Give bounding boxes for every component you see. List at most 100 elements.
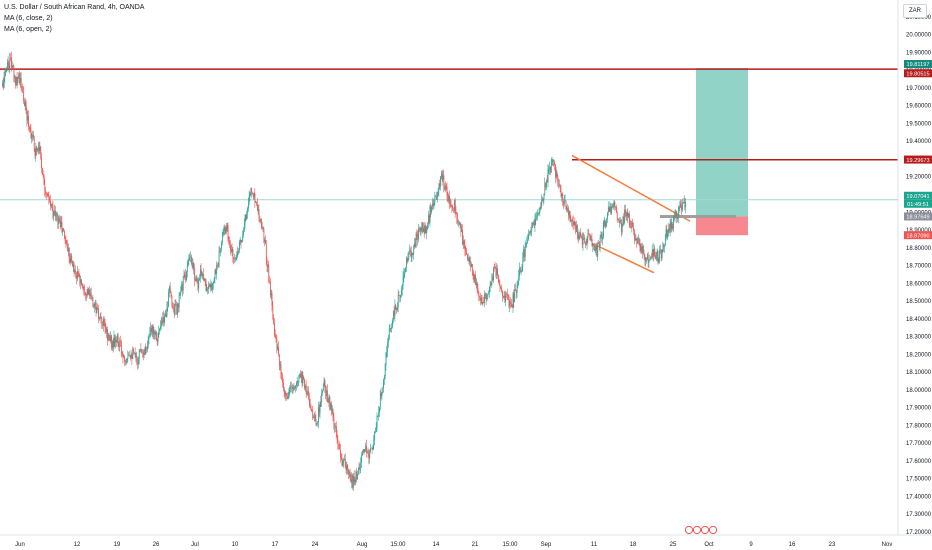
candle-body: [345, 466, 347, 470]
price-tick-label: 17.80000: [906, 423, 932, 429]
indicator-ma-close[interactable]: MA (6, close, 2): [4, 15, 53, 22]
candle-body: [397, 294, 399, 308]
candle-body: [146, 349, 148, 351]
candle-body: [151, 325, 153, 333]
candle-body: [524, 249, 525, 258]
candle-body: [191, 256, 192, 264]
candle-body: [128, 354, 130, 356]
candle-body: [46, 194, 48, 195]
candle-body: [579, 232, 581, 236]
candle-body: [131, 354, 133, 360]
candle-body: [640, 246, 642, 251]
candle-body: [218, 252, 220, 267]
candle-body: [296, 381, 298, 383]
stop-zone[interactable]: [696, 216, 748, 236]
candle-body: [362, 451, 363, 456]
candle-body: [614, 201, 616, 207]
candle-body: [133, 349, 135, 353]
candle-body: [462, 229, 463, 245]
candle-body: [48, 195, 50, 200]
candle-body: [679, 203, 681, 208]
price-tag-text: 19.29673: [906, 158, 929, 164]
candle-body: [288, 388, 290, 397]
candle-body: [495, 267, 497, 275]
candle-body: [304, 379, 306, 389]
entry-line[interactable]: [660, 215, 736, 219]
time-tick-label: 16: [789, 542, 796, 548]
symbol-title[interactable]: U.S. Dollar / South African Rand, 4h, OA…: [4, 4, 145, 11]
candle-body: [537, 212, 538, 217]
event-icon[interactable]: [692, 525, 702, 535]
candle-body: [213, 278, 215, 283]
candle-body: [193, 268, 195, 270]
candle-body: [506, 293, 507, 295]
candle-body: [15, 77, 17, 86]
candle-body: [581, 237, 583, 245]
candle-body: [398, 294, 400, 296]
candle-body: [441, 174, 443, 180]
candle-body: [517, 280, 519, 286]
candle-body: [172, 305, 174, 308]
candle-body: [634, 238, 636, 241]
candle-body: [105, 327, 107, 333]
candle-body: [385, 352, 387, 365]
candle-body: [322, 391, 323, 393]
currency-badge[interactable]: ZAR: [903, 4, 927, 18]
candle-body: [113, 336, 115, 348]
candle-body: [671, 224, 673, 229]
candle-body: [117, 335, 119, 347]
candle-body: [475, 274, 477, 286]
candle-body: [17, 77, 19, 83]
candle-body: [322, 386, 324, 392]
candle-body: [522, 257, 524, 267]
candle-body: [616, 212, 618, 220]
channel-lower-line[interactable]: [593, 243, 655, 274]
candle-body: [308, 391, 310, 399]
candle-body: [500, 287, 502, 289]
price-tag-countdown: [904, 199, 932, 208]
candle-body: [46, 194, 47, 195]
candle-body: [225, 226, 227, 234]
candle-body: [334, 426, 336, 428]
candle-body: [41, 157, 43, 169]
candle-body: [344, 459, 345, 460]
candle-body: [2, 83, 3, 87]
candle-body: [154, 331, 156, 336]
time-tick-label: Sep: [541, 542, 552, 548]
candle-body: [532, 222, 534, 229]
candle-body: [365, 445, 367, 450]
candle-body: [222, 230, 224, 235]
candle-body: [444, 186, 446, 190]
candle-body: [171, 295, 173, 306]
candle-body: [357, 468, 359, 475]
candle-body: [386, 351, 388, 353]
candle-body: [582, 238, 584, 245]
price-tag-text: 01:49:51: [907, 202, 929, 208]
candle-body: [489, 286, 490, 293]
target-zone[interactable]: [696, 68, 748, 217]
candle-body: [186, 265, 188, 272]
indicator-ma-open[interactable]: MA (6, open, 2): [4, 26, 52, 33]
candle-body: [3, 76, 5, 88]
candle-body: [533, 222, 534, 224]
candle-body: [228, 239, 230, 240]
event-icon[interactable]: [684, 525, 694, 535]
candle-body: [557, 176, 559, 185]
candle-body: [261, 219, 262, 228]
price-tick-label: 19.90000: [906, 50, 932, 56]
candle-body: [26, 110, 28, 121]
candle-body: [331, 403, 332, 412]
candle-body: [156, 339, 158, 343]
candle-body: [42, 168, 43, 175]
candle-body: [116, 335, 118, 342]
candle-body: [280, 364, 282, 375]
candle-body: [227, 225, 229, 240]
channel-upper-line[interactable]: [571, 154, 691, 222]
candle-body: [410, 250, 411, 252]
candle-body: [183, 274, 185, 278]
candle-body: [217, 265, 218, 266]
event-icon[interactable]: [700, 525, 710, 535]
event-icon[interactable]: [708, 525, 718, 535]
time-tick-label: 26: [153, 542, 160, 548]
